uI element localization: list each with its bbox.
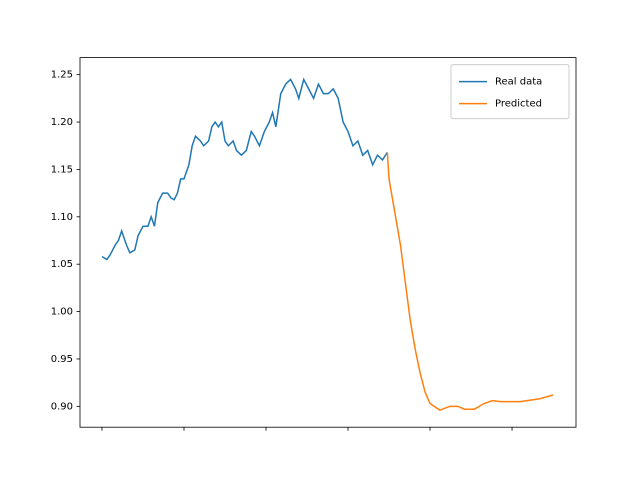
y-tick-label: 1.00 (51, 307, 73, 318)
y-tick-label: 0.95 (51, 354, 73, 365)
legend-label: Real data (495, 77, 542, 88)
y-tick-label: 1.25 (51, 70, 73, 81)
legend-box (450, 64, 570, 120)
line-series (101, 77, 389, 261)
y-tick-label: 1.05 (51, 259, 73, 270)
legend-label: Predicted (495, 99, 542, 110)
y-tick-label: 0.90 (51, 401, 73, 412)
y-tick-label: 1.10 (51, 212, 73, 223)
y-tick-label: 1.15 (51, 164, 73, 175)
line-series (386, 152, 554, 411)
plot-frame (79, 57, 577, 428)
y-tick-label: 1.20 (51, 117, 73, 128)
